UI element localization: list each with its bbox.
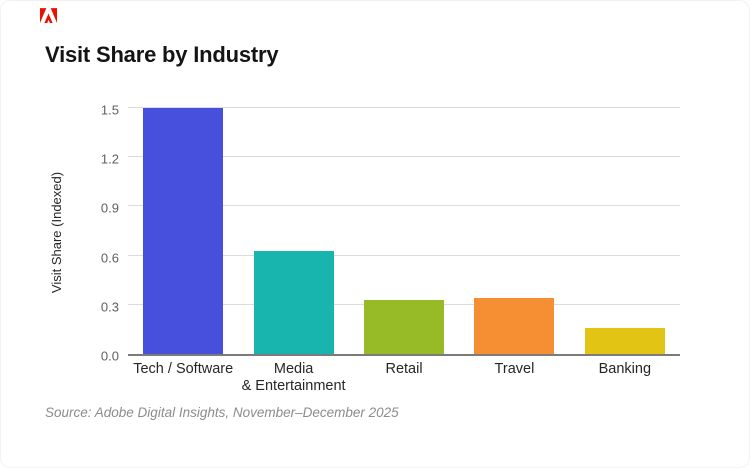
x-axis-label: Retail bbox=[385, 361, 423, 377]
gridline bbox=[128, 254, 680, 256]
y-tick-label: 0.9 bbox=[100, 200, 119, 216]
bar-slot bbox=[128, 108, 238, 354]
bar-retail bbox=[364, 299, 445, 354]
y-tick-label: 1.5 bbox=[100, 102, 119, 118]
bar-travel bbox=[474, 298, 555, 354]
bar-media-entertainment bbox=[253, 250, 334, 354]
y-tick-label: 0.0 bbox=[100, 348, 119, 364]
bar-slot bbox=[459, 110, 569, 354]
bar-tech-software bbox=[143, 108, 224, 354]
bar-banking bbox=[584, 327, 665, 354]
y-tick-label: 0.6 bbox=[100, 250, 119, 266]
x-axis-label: Media & Entertainment bbox=[241, 361, 346, 394]
bar-slot bbox=[570, 110, 680, 354]
plot-area: 0.0 0.3 0.6 0.9 1.2 1.5 bbox=[101, 103, 680, 364]
adobe-logo-icon bbox=[40, 8, 57, 23]
gridline bbox=[128, 205, 680, 207]
bar-slot bbox=[349, 110, 459, 354]
chart-title: Visit Share by Industry bbox=[45, 42, 279, 67]
y-axis-title: Visit Share (Indexed) bbox=[49, 171, 65, 293]
x-axis-label: Tech / Software bbox=[133, 361, 234, 377]
bar-slot bbox=[238, 110, 348, 354]
y-axis-title-container: Visit Share (Indexed) bbox=[46, 110, 68, 354]
x-axis-label: Banking bbox=[598, 361, 652, 377]
x-axis-label: Travel bbox=[494, 361, 535, 377]
x-axis-labels: Tech / Software Media & Entertainment Reta… bbox=[128, 361, 680, 395]
bars-row bbox=[128, 108, 680, 354]
y-tick-label: 0.3 bbox=[100, 299, 119, 315]
source-note: Source: Adobe Digital Insights, November… bbox=[45, 405, 399, 420]
gridline bbox=[128, 156, 680, 158]
y-tick-label: 1.2 bbox=[100, 151, 119, 167]
gridline bbox=[128, 107, 680, 108]
